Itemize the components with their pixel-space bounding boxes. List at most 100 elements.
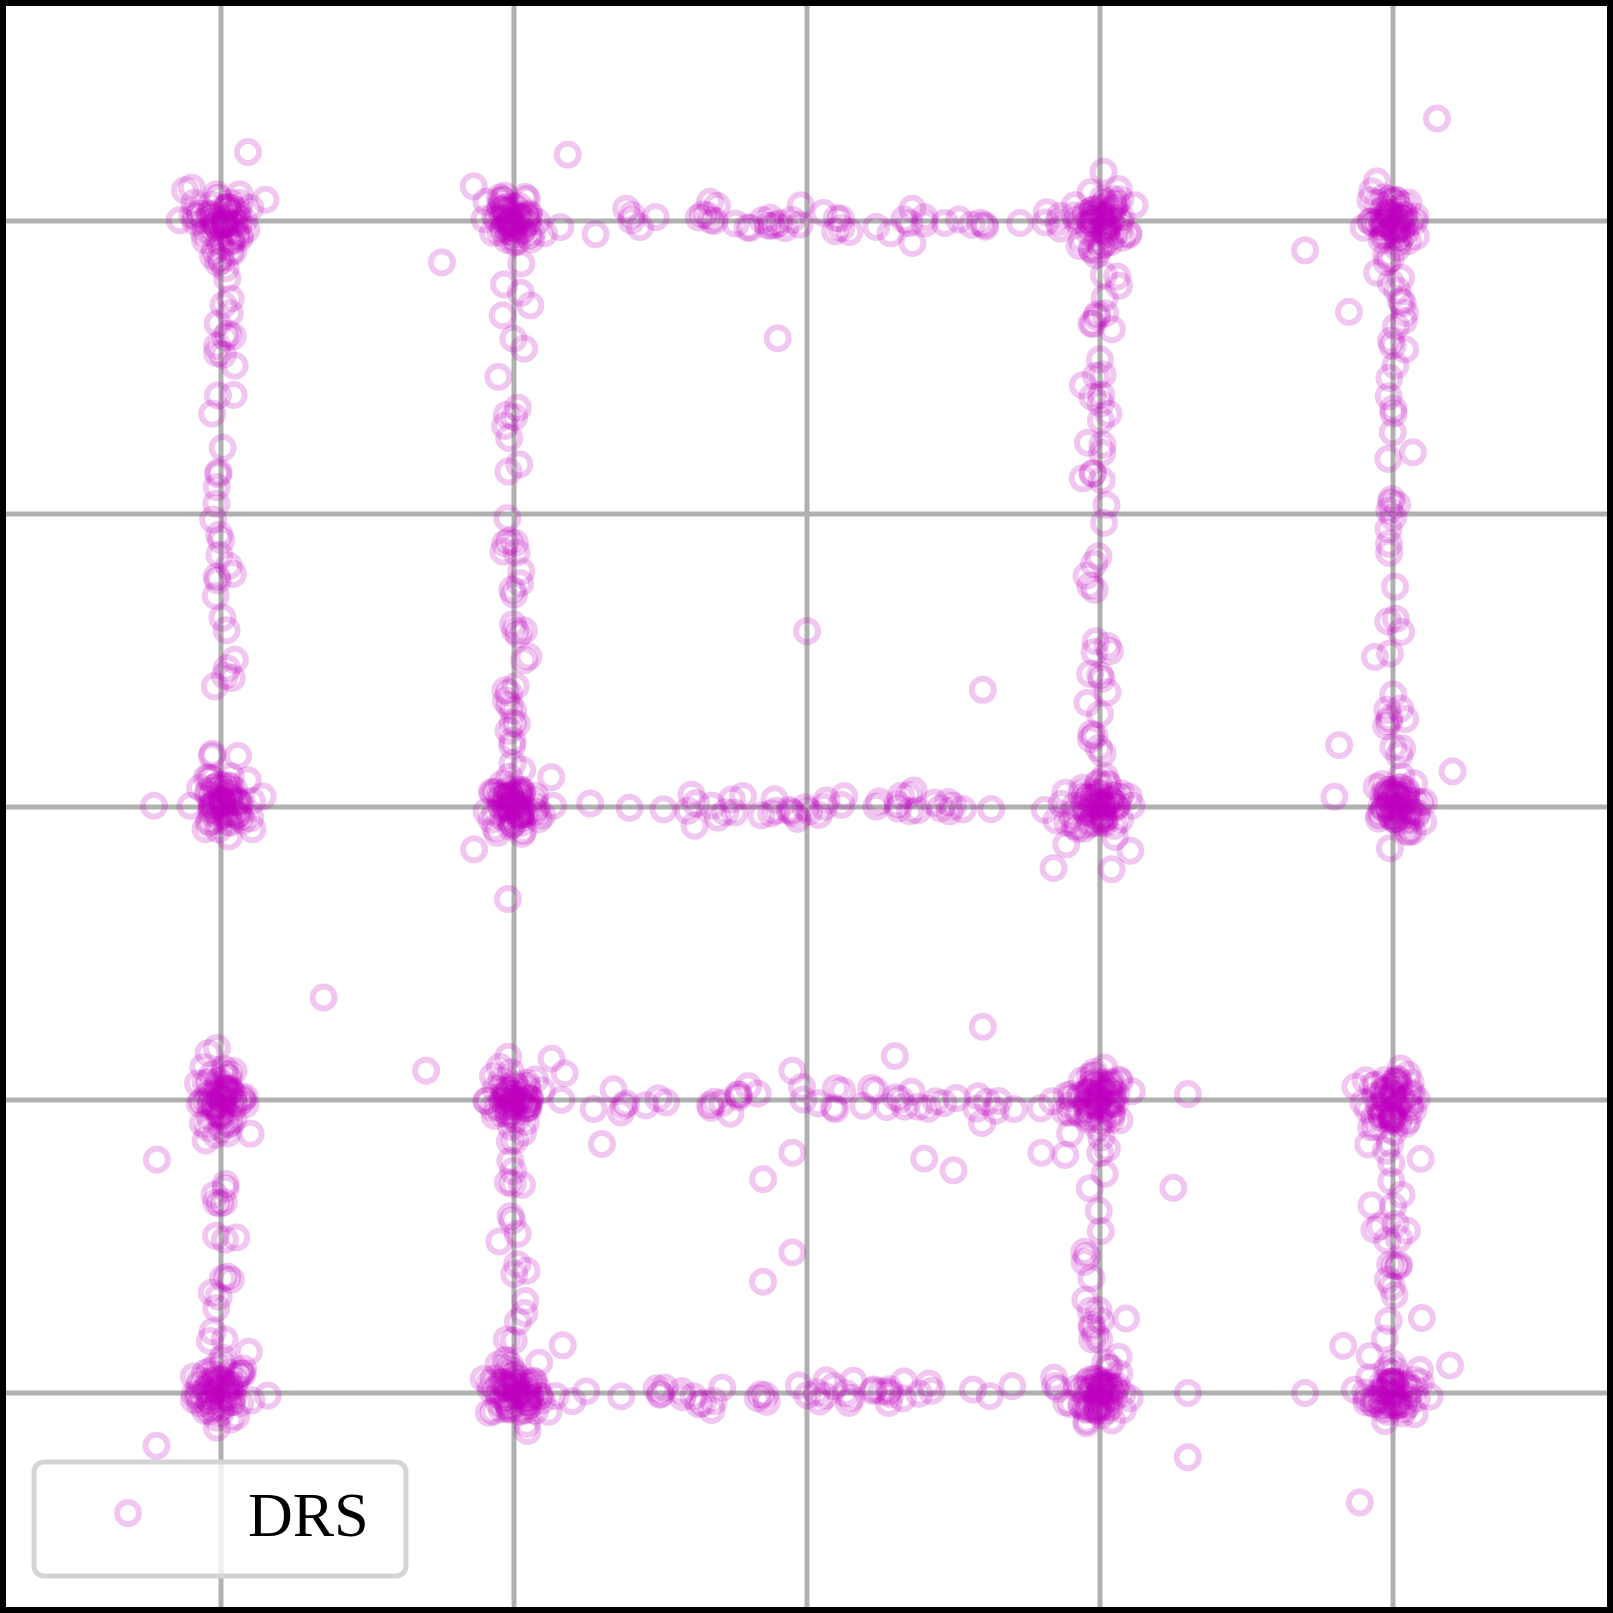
data-point <box>1074 1374 1102 1403</box>
data-point <box>198 1060 227 1089</box>
data-point <box>1391 298 1419 327</box>
data-point <box>506 802 535 831</box>
data-point <box>492 792 521 821</box>
data-point <box>523 798 551 827</box>
data-point <box>837 1383 866 1412</box>
data-point <box>222 221 251 250</box>
data-point <box>502 212 531 241</box>
data-point <box>1423 104 1451 133</box>
data-point <box>1375 185 1404 214</box>
data-point <box>1071 199 1100 228</box>
data-point <box>679 1382 708 1411</box>
data-point <box>1104 1065 1133 1094</box>
data-point <box>229 1354 258 1383</box>
data-point <box>512 203 541 232</box>
data-point <box>1415 1382 1444 1411</box>
data-point <box>1075 1062 1104 1091</box>
data-point <box>1108 223 1137 252</box>
data-point <box>1092 1134 1121 1163</box>
data-point <box>1398 797 1427 826</box>
data-point <box>765 209 794 238</box>
data-point <box>786 191 815 220</box>
data-point <box>200 1180 229 1209</box>
data-point <box>1055 1091 1084 1120</box>
data-point <box>1096 1089 1125 1118</box>
data-point <box>1092 1391 1121 1420</box>
data-point <box>202 1365 231 1394</box>
data-point <box>1065 232 1094 261</box>
data-point <box>210 798 239 827</box>
data-point <box>222 787 251 816</box>
data-point <box>1072 561 1101 590</box>
data-point <box>500 1259 529 1288</box>
data-point <box>196 1386 225 1415</box>
data-point <box>1078 195 1107 224</box>
data-point <box>1406 1144 1435 1173</box>
data-point <box>503 1379 532 1408</box>
data-point <box>1388 1086 1417 1115</box>
data-point <box>684 203 713 232</box>
data-point <box>525 1348 554 1377</box>
data-point <box>1405 1356 1434 1384</box>
data-point <box>1102 1080 1131 1109</box>
data-point <box>1067 1392 1096 1421</box>
data-point <box>499 610 527 639</box>
data-point <box>668 1383 697 1412</box>
data-point <box>198 213 227 242</box>
data-point <box>224 196 253 224</box>
data-point <box>1367 1391 1396 1420</box>
data-point <box>1384 1066 1413 1094</box>
data-point <box>203 566 232 595</box>
data-point <box>195 1327 224 1355</box>
data-point <box>494 209 523 237</box>
data-point <box>197 1089 226 1118</box>
data-point <box>1084 1395 1113 1424</box>
data-point <box>1074 1078 1103 1107</box>
data-point <box>1085 798 1114 826</box>
data-point <box>883 790 912 819</box>
data-point <box>502 220 531 249</box>
data-point <box>186 1389 215 1418</box>
data-point <box>504 800 533 829</box>
data-point <box>195 1102 224 1131</box>
data-point <box>1374 775 1403 804</box>
data-point <box>1096 637 1124 666</box>
data-point <box>1373 695 1402 724</box>
data-point <box>1384 773 1413 802</box>
data-point <box>498 785 527 814</box>
data-point <box>746 1380 775 1409</box>
data-point <box>500 402 529 431</box>
data-point <box>958 1375 987 1404</box>
data-point <box>548 1331 577 1360</box>
data-point <box>513 1417 542 1445</box>
data-point <box>609 1092 638 1120</box>
data-point <box>214 1063 243 1092</box>
data-point <box>1092 220 1121 249</box>
data-point <box>1366 1212 1395 1241</box>
data-point <box>1089 807 1118 836</box>
data-point <box>507 808 536 837</box>
data-point <box>1374 1072 1403 1101</box>
data-point <box>1068 464 1097 493</box>
data-point <box>1087 1075 1116 1104</box>
data-point <box>1097 786 1126 815</box>
data-point <box>1376 1379 1405 1408</box>
data-point <box>903 796 932 825</box>
data-point <box>1082 1067 1111 1096</box>
data-point <box>1105 1067 1134 1096</box>
data-point <box>576 789 605 818</box>
data-point <box>1387 791 1416 820</box>
data-point <box>1375 496 1404 525</box>
data-point <box>1084 778 1113 807</box>
data-point <box>494 1100 523 1129</box>
data-point <box>1401 202 1430 231</box>
data-point <box>1103 1371 1132 1400</box>
data-point <box>1380 1067 1409 1096</box>
data-point <box>528 801 557 830</box>
data-point <box>226 1359 255 1388</box>
data-point <box>1100 811 1129 840</box>
data-point <box>1091 299 1120 328</box>
data-point <box>1359 1385 1388 1414</box>
data-point <box>222 1223 251 1252</box>
data-point <box>703 803 732 832</box>
